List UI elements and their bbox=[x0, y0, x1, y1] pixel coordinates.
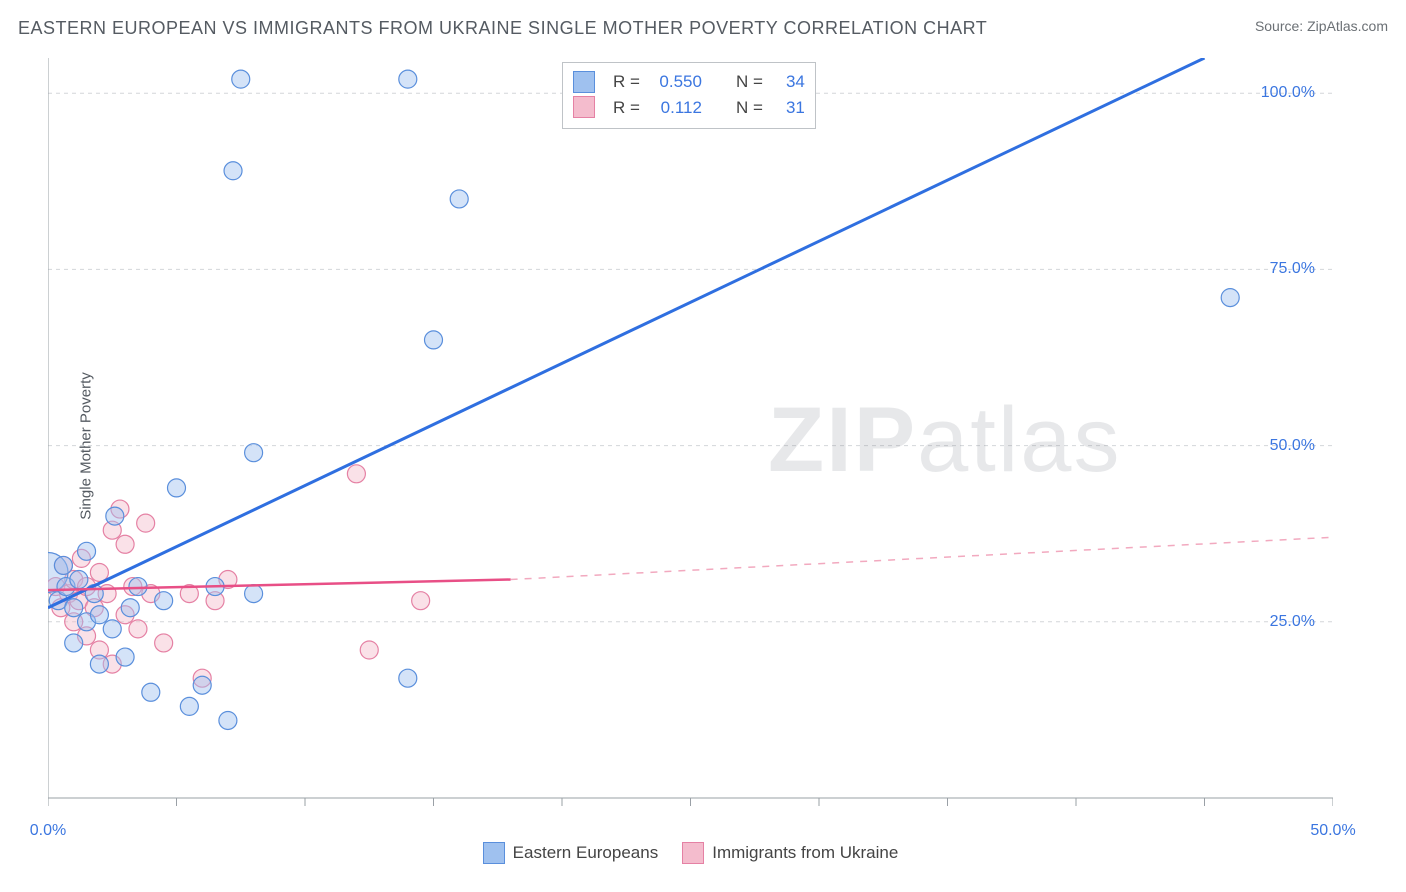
r-value: 0.550 bbox=[650, 69, 702, 95]
legend-item: Eastern Europeans bbox=[483, 842, 659, 864]
y-tick-label: 100.0% bbox=[1261, 84, 1315, 102]
plot-svg bbox=[48, 58, 1333, 808]
series-legend: Eastern Europeans Immigrants from Ukraine bbox=[48, 842, 1333, 864]
legend-row: R = 0.550 N = 34 bbox=[573, 69, 805, 95]
legend-item: Immigrants from Ukraine bbox=[682, 842, 898, 864]
legend-swatch bbox=[483, 842, 505, 864]
r-label: R = bbox=[613, 95, 640, 121]
y-tick-label: 25.0% bbox=[1270, 613, 1315, 631]
correlation-legend: R = 0.550 N = 34 R = 0.112 N = 31 bbox=[562, 62, 816, 129]
n-value: 34 bbox=[773, 69, 805, 95]
r-label: R = bbox=[613, 69, 640, 95]
n-label: N = bbox=[736, 69, 763, 95]
legend-label: Eastern Europeans bbox=[513, 843, 659, 863]
x-tick-label: 0.0% bbox=[30, 822, 66, 840]
r-value: 0.112 bbox=[650, 95, 702, 121]
y-tick-label: 75.0% bbox=[1270, 260, 1315, 278]
y-tick-label: 50.0% bbox=[1270, 437, 1315, 455]
chart-title: EASTERN EUROPEAN VS IMMIGRANTS FROM UKRA… bbox=[18, 18, 987, 39]
n-label: N = bbox=[736, 95, 763, 121]
x-tick-label: 50.0% bbox=[1310, 822, 1355, 840]
legend-label: Immigrants from Ukraine bbox=[712, 843, 898, 863]
source-label: Source: ZipAtlas.com bbox=[1255, 18, 1388, 34]
n-value: 31 bbox=[773, 95, 805, 121]
legend-swatch bbox=[573, 71, 595, 93]
scatter-plot: R =0.550N =34R =0.112N =31 ZIPatlas 25.0… bbox=[48, 58, 1333, 808]
legend-row: R = 0.112 N = 31 bbox=[573, 95, 805, 121]
legend-swatch bbox=[682, 842, 704, 864]
legend-swatch bbox=[573, 96, 595, 118]
